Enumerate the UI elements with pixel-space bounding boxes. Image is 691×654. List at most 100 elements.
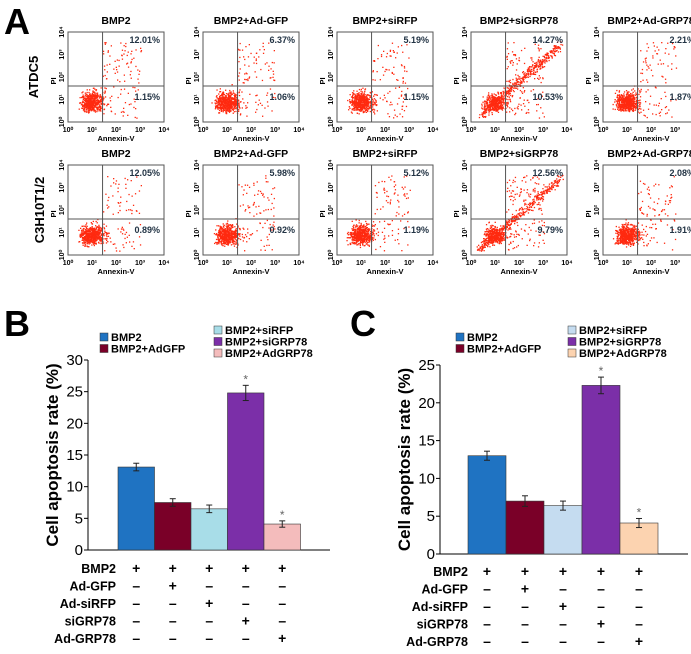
y-axis-label: PI [318, 77, 327, 84]
event-dot [234, 232, 237, 234]
event-dot [125, 231, 128, 234]
event-dot [222, 94, 224, 96]
event-dot [358, 88, 361, 91]
event-dot [365, 100, 368, 102]
event-dot [233, 92, 235, 94]
event-dot [664, 78, 667, 80]
event-dot [628, 94, 630, 96]
event-dot [80, 233, 83, 236]
event-dot [83, 102, 86, 104]
event-dot [487, 109, 489, 112]
event-dot [355, 95, 357, 97]
event-dot [384, 70, 386, 73]
y-tick-label: 10⁰ [58, 117, 66, 128]
event-dot [242, 98, 244, 100]
event-dot [502, 90, 504, 93]
event-dot [514, 81, 516, 84]
event-dot [246, 235, 248, 238]
event-dot [100, 105, 102, 107]
event-dot [524, 105, 526, 107]
event-dot [104, 230, 106, 232]
event-dot [668, 53, 670, 55]
upper-right-percent: 2.21% [669, 35, 691, 45]
event-dot [395, 57, 397, 59]
event-dot [103, 103, 105, 105]
event-dot [232, 108, 235, 110]
event-dot [219, 88, 221, 90]
event-dot [224, 228, 226, 230]
event-dot [255, 206, 257, 208]
event-dot [497, 92, 499, 94]
event-dot [102, 75, 104, 77]
event-dot [217, 106, 219, 108]
event-dot [123, 53, 125, 55]
event-dot [83, 108, 85, 110]
event-dot [94, 229, 96, 231]
event-dot [219, 237, 222, 239]
event-dot [239, 68, 241, 70]
event-dot [538, 48, 540, 50]
event-dot [220, 98, 222, 100]
event-dot [239, 235, 241, 237]
event-dot [523, 62, 526, 65]
event-dot [627, 94, 629, 96]
event-dot [232, 99, 234, 101]
event-dot [219, 234, 221, 237]
event-dot [273, 79, 275, 81]
event-dot [372, 70, 374, 72]
event-dot [95, 232, 97, 234]
event-dot [105, 225, 108, 227]
event-dot [658, 112, 660, 114]
event-dot [114, 243, 116, 245]
event-dot [509, 79, 511, 81]
event-dot [616, 96, 618, 98]
event-dot [86, 233, 88, 236]
event-dot [512, 82, 514, 85]
event-dot [521, 109, 523, 111]
event-dot [222, 230, 224, 232]
event-dot [232, 237, 234, 239]
upper-right-percent: 14.27% [532, 35, 563, 45]
upper-right-percent: 6.37% [269, 35, 295, 45]
event-dot [485, 108, 487, 110]
event-dot [235, 233, 237, 235]
event-dot [629, 106, 631, 108]
y-tick-label: 10¹ [59, 94, 66, 105]
event-dot [225, 225, 227, 227]
event-dot [406, 70, 408, 73]
event-dot [114, 60, 116, 62]
event-dot [370, 101, 372, 104]
event-dot [138, 73, 140, 75]
event-dot [535, 66, 537, 68]
event-dot [366, 95, 368, 97]
event-dot [372, 101, 374, 103]
event-dot [217, 103, 219, 105]
event-dot [495, 108, 497, 110]
event-dot [137, 78, 139, 80]
event-dot [526, 69, 529, 71]
event-dot [491, 113, 493, 116]
event-dot [492, 101, 494, 104]
event-dot [532, 65, 534, 67]
event-dot [497, 103, 500, 105]
event-dot [130, 180, 132, 182]
event-dot [242, 82, 244, 84]
event-dot [107, 232, 109, 234]
event-dot [115, 183, 117, 185]
event-dot [632, 110, 634, 112]
event-dot [82, 244, 84, 246]
event-dot [93, 104, 96, 107]
event-dot [216, 233, 218, 235]
event-dot [224, 98, 226, 101]
x-tick-label: 10¹ [87, 127, 98, 134]
event-dot [490, 97, 493, 99]
event-dot [506, 56, 508, 58]
event-dot [352, 93, 355, 95]
event-dot [103, 104, 105, 106]
event-dot [235, 107, 237, 109]
event-dot [665, 106, 668, 108]
event-dot [545, 57, 547, 59]
event-dot [629, 106, 632, 108]
event-dot [79, 235, 81, 237]
event-dot [531, 66, 533, 68]
